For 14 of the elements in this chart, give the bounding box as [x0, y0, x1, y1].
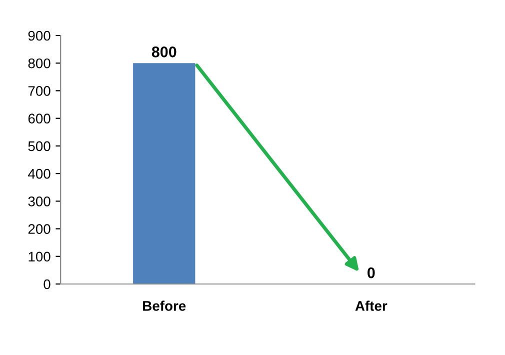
x-tick-label: After [355, 300, 388, 311]
y-tick-label: 200 [28, 224, 50, 234]
data-label: 800 [152, 46, 176, 58]
y-tick-label: 900 [28, 30, 50, 41]
y-tick-label: 100 [28, 252, 50, 262]
x-tick-label: Before [143, 300, 186, 311]
y-tick-label: 800 [28, 58, 50, 68]
data-label: 0 [368, 267, 375, 278]
y-tick-label: 300 [28, 196, 50, 206]
y-tick-label: 500 [28, 141, 50, 152]
y-tick-label: 700 [28, 86, 50, 96]
y-tick-label: 0 [44, 279, 50, 290]
y-tick-label: 400 [28, 168, 50, 179]
y-tick-label: 600 [28, 114, 50, 124]
